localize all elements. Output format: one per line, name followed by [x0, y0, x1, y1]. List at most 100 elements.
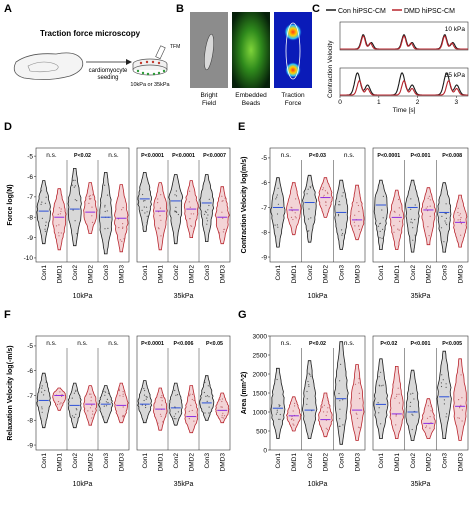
data-point [309, 186, 311, 188]
violin-dmd3 [215, 392, 230, 424]
p-value-label: P<0.02 [380, 341, 397, 347]
violin-con3 [334, 179, 349, 250]
data-point [276, 194, 278, 196]
data-point [145, 206, 148, 208]
data-point [174, 389, 176, 392]
data-point [146, 215, 148, 217]
data-point [175, 206, 177, 208]
group-label: 10kPa [73, 293, 93, 300]
data-point [274, 235, 277, 237]
data-point [354, 383, 357, 385]
data-point [189, 393, 191, 395]
p-value-label: n.s. [77, 340, 88, 347]
data-point [207, 209, 209, 211]
data-point [356, 413, 358, 415]
data-point [57, 213, 59, 215]
data-point [91, 417, 93, 419]
data-point [221, 211, 223, 213]
p-value-label: P<0.001 [411, 341, 431, 347]
data-point [307, 188, 309, 190]
data-point [160, 235, 162, 237]
data-point [104, 394, 106, 396]
data-point [224, 197, 226, 199]
group-label: 10kPa [308, 293, 328, 300]
data-point [90, 393, 92, 395]
data-point [441, 374, 443, 376]
data-point [143, 394, 146, 396]
data-point [295, 217, 297, 219]
x-tick-label: 0 [338, 99, 342, 106]
cardiomyocyte-sheet-illustration [13, 52, 84, 80]
data-point [310, 217, 312, 219]
data-point [141, 404, 143, 406]
category-label-dmd3: DMD3 [220, 265, 227, 284]
category-label-con1: Con1 [41, 453, 48, 469]
data-point [429, 416, 431, 418]
data-point [208, 412, 210, 414]
data-point [278, 418, 280, 420]
data-point [157, 422, 159, 424]
category-label-dmd1: DMD1 [291, 265, 298, 284]
y-tick-label: 3000 [253, 333, 268, 340]
data-point [309, 187, 312, 189]
category-label-con1: Con1 [275, 265, 282, 281]
x-tick-label: 1 [377, 99, 381, 106]
y-tick-label: 0 [263, 447, 267, 454]
y-tick-label: -8 [27, 418, 33, 425]
data-point [290, 216, 293, 218]
data-point [41, 385, 43, 387]
data-point [88, 195, 90, 198]
data-point [379, 222, 382, 224]
data-point [446, 224, 448, 226]
p-value-label: P<0.0001 [141, 153, 164, 159]
violin-con2 [405, 179, 421, 253]
data-point [208, 204, 210, 207]
group-frame [136, 335, 231, 451]
data-point [45, 221, 47, 223]
data-point [89, 393, 91, 395]
data-point [341, 195, 343, 197]
data-point [294, 405, 296, 407]
violin-dmd1 [52, 188, 67, 251]
data-point [428, 235, 430, 237]
trace-dmd-0 [340, 35, 468, 50]
category-label-dmd2: DMD2 [426, 265, 433, 284]
data-point [41, 201, 43, 203]
p-value-label: P<0.0001 [377, 153, 400, 159]
data-point [104, 210, 106, 213]
category-label-con3: Con3 [339, 265, 346, 281]
data-point [379, 230, 381, 232]
data-point [379, 237, 381, 239]
panel-c-ylabel: Contraction Velocity [327, 40, 334, 98]
category-label-con2: Con2 [410, 453, 417, 469]
data-point [44, 202, 47, 204]
data-point [427, 405, 429, 407]
data-point [161, 397, 163, 399]
data-point [160, 396, 162, 399]
data-point [220, 406, 222, 408]
data-point [41, 411, 43, 413]
violin-con1 [137, 380, 153, 424]
data-point [145, 398, 147, 400]
data-point [306, 398, 308, 400]
group-frame [372, 335, 469, 451]
category-label-con3: Con3 [103, 453, 110, 469]
data-point [460, 223, 462, 225]
data-point [191, 409, 193, 412]
data-point [411, 428, 413, 431]
data-point [378, 412, 380, 414]
category-label-con1: Con1 [142, 265, 149, 281]
y-tick-label: -8 [261, 230, 267, 237]
data-point [174, 406, 176, 408]
category-label-dmd1: DMD1 [57, 265, 64, 284]
data-point [410, 401, 412, 403]
data-point [425, 426, 427, 429]
data-point [276, 411, 278, 413]
data-point [275, 198, 277, 200]
data-point [221, 195, 223, 197]
data-point [321, 406, 324, 408]
data-point [203, 391, 205, 394]
beads-image [232, 12, 270, 88]
data-point [223, 415, 226, 417]
y-tick-label: -5 [27, 343, 33, 350]
